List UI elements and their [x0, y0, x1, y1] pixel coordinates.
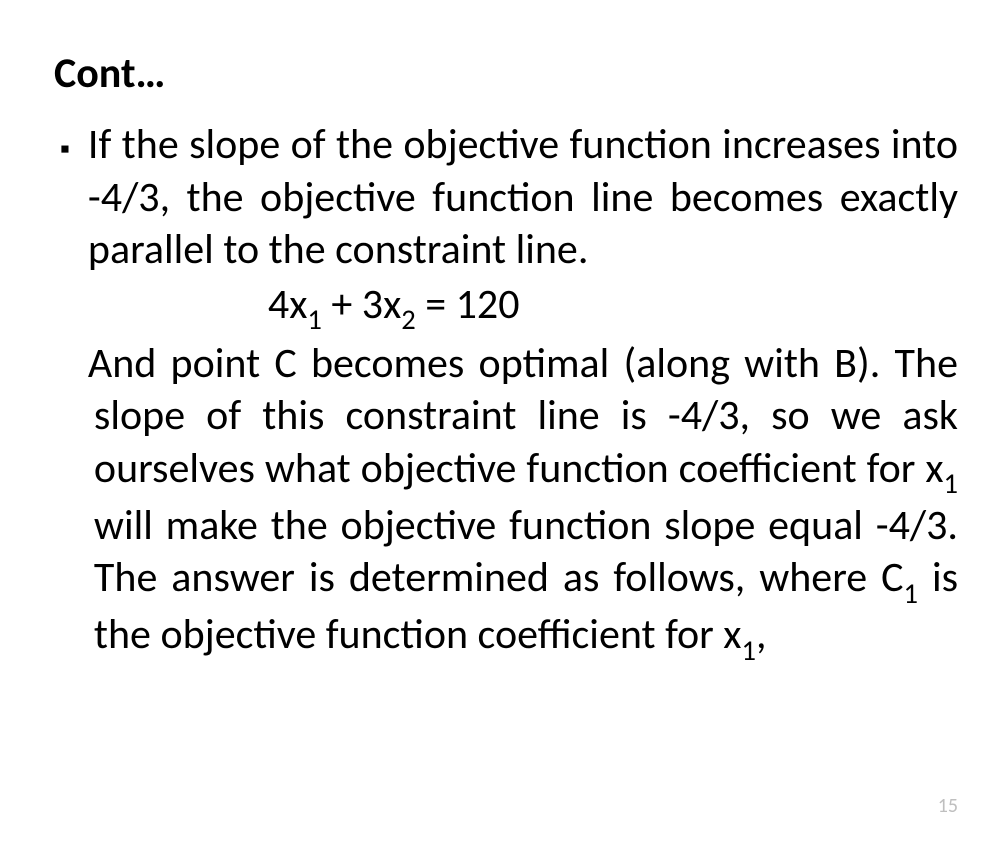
eq-mid: + 3x: [322, 279, 401, 330]
p2-d: ,: [756, 609, 766, 660]
paragraph-1: If the slope of the objective function i…: [88, 119, 958, 277]
eq-lhs1: 4x: [268, 279, 307, 330]
slide-container: Cont… ▪ If the slope of the objective fu…: [0, 0, 1008, 864]
p2-b: will make the objective function slope e…: [94, 500, 958, 604]
bullet-item: ▪ If the slope of the objective function…: [50, 119, 958, 666]
eq-sub2: 2: [401, 302, 415, 337]
equation-line: 4x1 + 3x2 = 120: [88, 279, 958, 336]
slide-content: If the slope of the objective function i…: [88, 119, 958, 666]
p2-sub-b: 1: [904, 576, 918, 611]
eq-rhs: = 120: [416, 279, 520, 330]
p2-sub-a: 1: [944, 466, 958, 501]
bullet-marker: ▪: [60, 131, 70, 166]
slide-title: Cont…: [50, 48, 958, 99]
p2-sub-c: 1: [742, 633, 756, 668]
paragraph-2: And point C becomes optimal (along with …: [88, 338, 958, 667]
page-number: 15: [938, 794, 958, 818]
eq-sub1: 1: [307, 302, 321, 337]
p2-a: And point C becomes optimal (along with …: [88, 338, 958, 494]
